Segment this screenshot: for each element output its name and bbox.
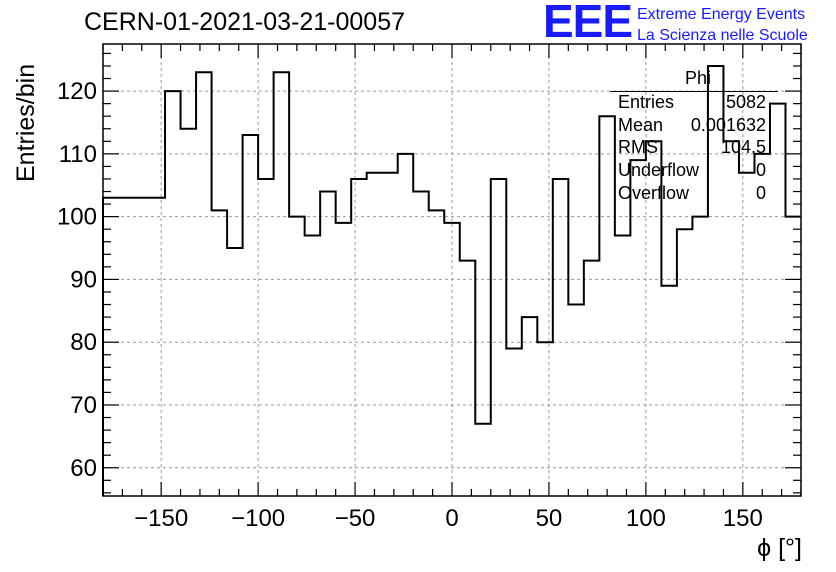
histogram-bin — [491, 179, 507, 496]
logo-caption: Extreme Energy Events La Scienza nelle S… — [637, 4, 808, 46]
histogram-bin — [584, 261, 600, 496]
histogram-bin — [212, 210, 228, 496]
logo-caption-line1: Extreme Energy Events — [637, 6, 806, 23]
x-tick-label: 100 — [626, 505, 666, 532]
histogram-outline — [102, 64, 801, 496]
chart-title: CERN-01-2021-03-21-00057 — [84, 8, 406, 36]
x-tick-label: 50 — [536, 505, 563, 532]
histogram-bin — [692, 217, 708, 496]
tick-labels: −150 −100 −50 0 50 100 150 60 70 80 90 100 110 120 — [57, 78, 763, 532]
histogram-bin — [243, 135, 259, 496]
stats-label: Mean — [618, 114, 664, 135]
stats-value: 5082 — [725, 92, 766, 112]
y-tick-label: 110 — [59, 141, 97, 168]
stats-label: RMS — [618, 137, 658, 158]
eee-logo: EEE — [543, 0, 633, 47]
histogram-bin — [134, 198, 150, 496]
histogram-bin — [150, 198, 166, 496]
axis-ticks — [102, 44, 802, 496]
stats-value: 0 — [755, 182, 766, 203]
histogram-bin — [320, 192, 336, 496]
logo-caption-line2: La Scienza nelle Scuole — [637, 27, 808, 44]
grid-lines — [103, 44, 801, 496]
stats-divider — [610, 91, 778, 92]
x-axis-label: ϕ [°] — [757, 534, 802, 562]
stats-row-underflow: Underflow 0 — [610, 160, 780, 183]
histogram-bin — [630, 160, 646, 496]
histogram-bin — [181, 129, 197, 496]
histogram-bin — [677, 229, 693, 496]
histogram-bin — [367, 173, 383, 496]
histogram-bin — [553, 179, 569, 496]
histogram-bin — [382, 173, 398, 496]
y-tick-label: 100 — [57, 204, 97, 231]
histogram-bin — [119, 198, 135, 496]
stats-label: Entries — [618, 92, 675, 112]
histogram-bin — [398, 154, 414, 496]
stats-value: 104.5 — [720, 137, 766, 158]
stats-value: 0 — [755, 160, 766, 181]
y-tick-label: 120 — [57, 78, 97, 105]
stats-row-mean: Mean 0.001632 — [610, 115, 780, 138]
x-tick-label: −50 — [335, 505, 376, 532]
histogram-bin — [739, 173, 755, 496]
histogram-bin — [506, 348, 522, 496]
histogram-bin — [165, 91, 181, 496]
stats-label: Overflow — [618, 182, 690, 203]
histogram-bin — [661, 286, 677, 496]
y-tick-label: 80 — [70, 329, 97, 356]
x-tick-label: −150 — [134, 505, 188, 532]
histogram-bin — [305, 235, 321, 496]
histogram-bin — [568, 305, 584, 496]
stats-name: Phi — [684, 68, 711, 88]
histogram-bin — [522, 317, 538, 496]
x-tick-label: 150 — [723, 505, 763, 532]
histogram-bin — [227, 248, 243, 496]
histogram-bin — [537, 342, 553, 496]
stats-label: Underflow — [618, 160, 700, 181]
histogram-bin — [274, 72, 290, 496]
y-tick-label: 70 — [70, 392, 97, 419]
histogram-bin — [258, 179, 274, 496]
y-tick-label: 90 — [70, 266, 97, 293]
histogram-bin — [785, 217, 801, 496]
histogram-bin — [196, 72, 212, 496]
histogram-bin — [429, 210, 445, 496]
histogram-bin — [336, 223, 352, 496]
stats-row-entries: Entries 5082 — [610, 92, 780, 115]
y-tick-label: 60 — [70, 455, 97, 482]
histogram-bin — [351, 179, 367, 496]
histogram-bin — [460, 261, 476, 496]
histogram-bin — [444, 223, 460, 496]
plot-frame — [102, 43, 802, 497]
histogram-bin — [103, 198, 119, 496]
histogram-bin — [413, 192, 429, 496]
stats-box: Phi Entries 5082 Mean 0.001632 RMS 104.5… — [610, 68, 780, 205]
histogram-bin — [615, 235, 631, 496]
stats-row-overflow: Overflow 0 — [610, 183, 780, 206]
y-axis-label-wrap: Entries/bin — [8, 64, 40, 320]
stats-value: 0.001632 — [690, 114, 766, 135]
x-tick-label: 0 — [445, 505, 458, 532]
y-axis-label: Entries/bin — [12, 63, 40, 182]
x-tick-label: −100 — [231, 505, 285, 532]
histogram-bin — [289, 217, 305, 496]
histogram-bin — [475, 424, 491, 496]
stats-row-rms: RMS 104.5 — [610, 137, 780, 160]
